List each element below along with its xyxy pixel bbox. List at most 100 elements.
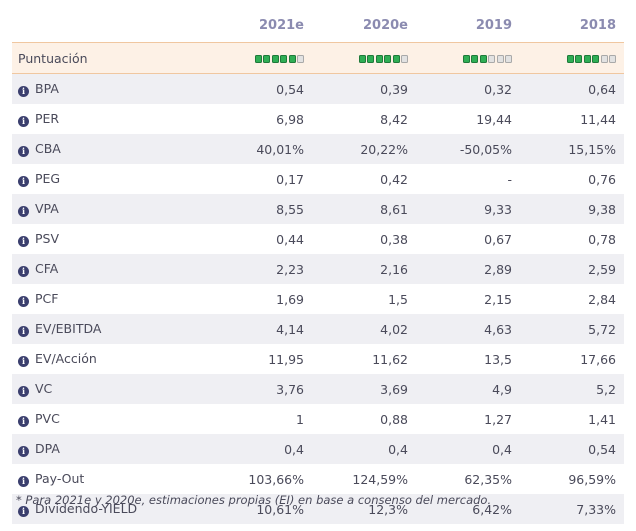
- metric-label: VC: [35, 381, 53, 396]
- metric-value: 0,17: [208, 164, 312, 194]
- metric-value: 0,42: [312, 164, 416, 194]
- metric-row: i PVC 1 0,88 1,27 1,41: [12, 404, 624, 434]
- metric-row: i Pay-Out 103,66% 124,59% 62,35% 96,59%: [12, 464, 624, 494]
- metric-value: 8,55: [208, 194, 312, 224]
- info-circle-icon[interactable]: i: [18, 386, 29, 397]
- metric-value: 1,41: [520, 404, 624, 434]
- metric-label-cell: i DPA: [12, 434, 208, 464]
- metric-value: 17,66: [520, 344, 624, 374]
- score-rating: [462, 55, 512, 63]
- metric-value: 0,54: [208, 73, 312, 104]
- rating-dot-filled: [583, 55, 591, 63]
- rating-dot-filled: [271, 55, 279, 63]
- metric-label-cell: i CFA: [12, 254, 208, 284]
- metric-value: 11,44: [520, 104, 624, 134]
- info-circle-icon[interactable]: i: [18, 176, 29, 187]
- rating-dot-filled: [575, 55, 582, 63]
- score-cell: [416, 42, 520, 74]
- metric-value: 15,15%: [520, 134, 624, 164]
- score-label: Puntuación: [12, 42, 208, 74]
- metric-label-cell: i CBA: [12, 134, 208, 164]
- metric-value: 11,95: [208, 344, 312, 374]
- metric-value: 6,42%: [416, 494, 520, 524]
- info-circle-icon[interactable]: i: [18, 476, 29, 487]
- metric-label: PEG: [35, 171, 61, 186]
- info-circle-icon[interactable]: i: [18, 356, 29, 367]
- metric-label: PVC: [35, 411, 60, 426]
- metric-value: 5,72: [520, 314, 624, 344]
- metric-label: VPA: [35, 201, 59, 216]
- metric-value: 3,76: [208, 374, 312, 404]
- metric-row: i CFA 2,23 2,16 2,89 2,59: [12, 254, 624, 284]
- info-circle-icon[interactable]: i: [18, 266, 29, 277]
- score-cell: [208, 42, 312, 74]
- metric-value: 0,38: [312, 224, 416, 254]
- metric-value: 2,23: [208, 254, 312, 284]
- metric-label: DPA: [35, 441, 60, 456]
- rating-dot-empty: [505, 55, 512, 63]
- score-rating: [566, 55, 616, 63]
- metric-row: i DPA 0,4 0,4 0,4 0,54: [12, 434, 624, 464]
- metric-label: Pay-Out: [35, 471, 85, 486]
- rating-dot-filled: [280, 55, 287, 63]
- metric-value: 7,33%: [520, 494, 624, 524]
- metric-row: i CBA 40,01% 20,22% -50,05% 15,15%: [12, 134, 624, 164]
- rating-dot-empty: [488, 55, 495, 63]
- metric-label-cell: i PSV: [12, 224, 208, 254]
- metric-label: PER: [35, 111, 60, 126]
- metric-label: EV/EBITDA: [35, 321, 102, 336]
- metric-value: 9,38: [520, 194, 624, 224]
- metric-value: 2,84: [520, 284, 624, 314]
- metric-value: 0,4: [416, 434, 520, 464]
- metric-value: 8,61: [312, 194, 416, 224]
- info-circle-icon[interactable]: i: [18, 296, 29, 307]
- metric-value: 19,44: [416, 104, 520, 134]
- metric-value: 62,35%: [416, 464, 520, 494]
- metric-value: 9,33: [416, 194, 520, 224]
- info-circle-icon[interactable]: i: [18, 116, 29, 127]
- metric-value: 6,98: [208, 104, 312, 134]
- year-header-row: 2021e 2020e 2019 2018: [12, 8, 624, 43]
- rating-dot-empty: [609, 55, 616, 63]
- metric-row: i Dividendo-YIELD 10,61% 12,3% 6,42% 7,33%: [12, 494, 624, 524]
- metric-value: 8,42: [312, 104, 416, 134]
- metric-value: 0,32: [416, 73, 520, 104]
- metric-value: 0,39: [312, 73, 416, 104]
- rating-dot-filled: [254, 55, 262, 63]
- metric-label-cell: i VC: [12, 374, 208, 404]
- info-circle-icon[interactable]: i: [18, 416, 29, 427]
- rating-dot-filled: [462, 55, 470, 63]
- info-circle-icon[interactable]: i: [18, 236, 29, 247]
- metric-value: 1,69: [208, 284, 312, 314]
- metric-label: BPA: [35, 81, 59, 96]
- metric-value: 2,59: [520, 254, 624, 284]
- score-cell: [520, 42, 624, 74]
- rating-dot-filled: [384, 55, 391, 63]
- rating-dot-empty: [496, 55, 504, 63]
- rating-dot-filled: [375, 55, 383, 63]
- metric-value: 20,22%: [312, 134, 416, 164]
- info-circle-icon[interactable]: i: [18, 206, 29, 217]
- rating-dot-filled: [592, 55, 599, 63]
- metric-label-cell: i PER: [12, 104, 208, 134]
- rating-dot-filled: [566, 55, 574, 63]
- info-circle-icon[interactable]: i: [18, 86, 29, 97]
- info-circle-icon[interactable]: i: [18, 506, 29, 517]
- info-circle-icon[interactable]: i: [18, 146, 29, 157]
- metric-row: i VPA 8,55 8,61 9,33 9,38: [12, 194, 624, 224]
- metric-row: i PSV 0,44 0,38 0,67 0,78: [12, 224, 624, 254]
- info-circle-icon[interactable]: i: [18, 326, 29, 337]
- metric-value: 10,61%: [208, 494, 312, 524]
- metric-value: 2,89: [416, 254, 520, 284]
- year-header-2019: 2019: [475, 17, 512, 33]
- metric-value: 0,88: [312, 404, 416, 434]
- metric-value: 1: [208, 404, 312, 434]
- year-header-2018: 2018: [579, 17, 616, 33]
- metric-value: 1,27: [416, 404, 520, 434]
- metric-row: i EV/Acción 11,95 11,62 13,5 17,66: [12, 344, 624, 374]
- score-cell: [312, 42, 416, 74]
- rating-dot-empty: [401, 55, 408, 63]
- rating-dot-empty: [297, 55, 304, 63]
- info-circle-icon[interactable]: i: [18, 446, 29, 457]
